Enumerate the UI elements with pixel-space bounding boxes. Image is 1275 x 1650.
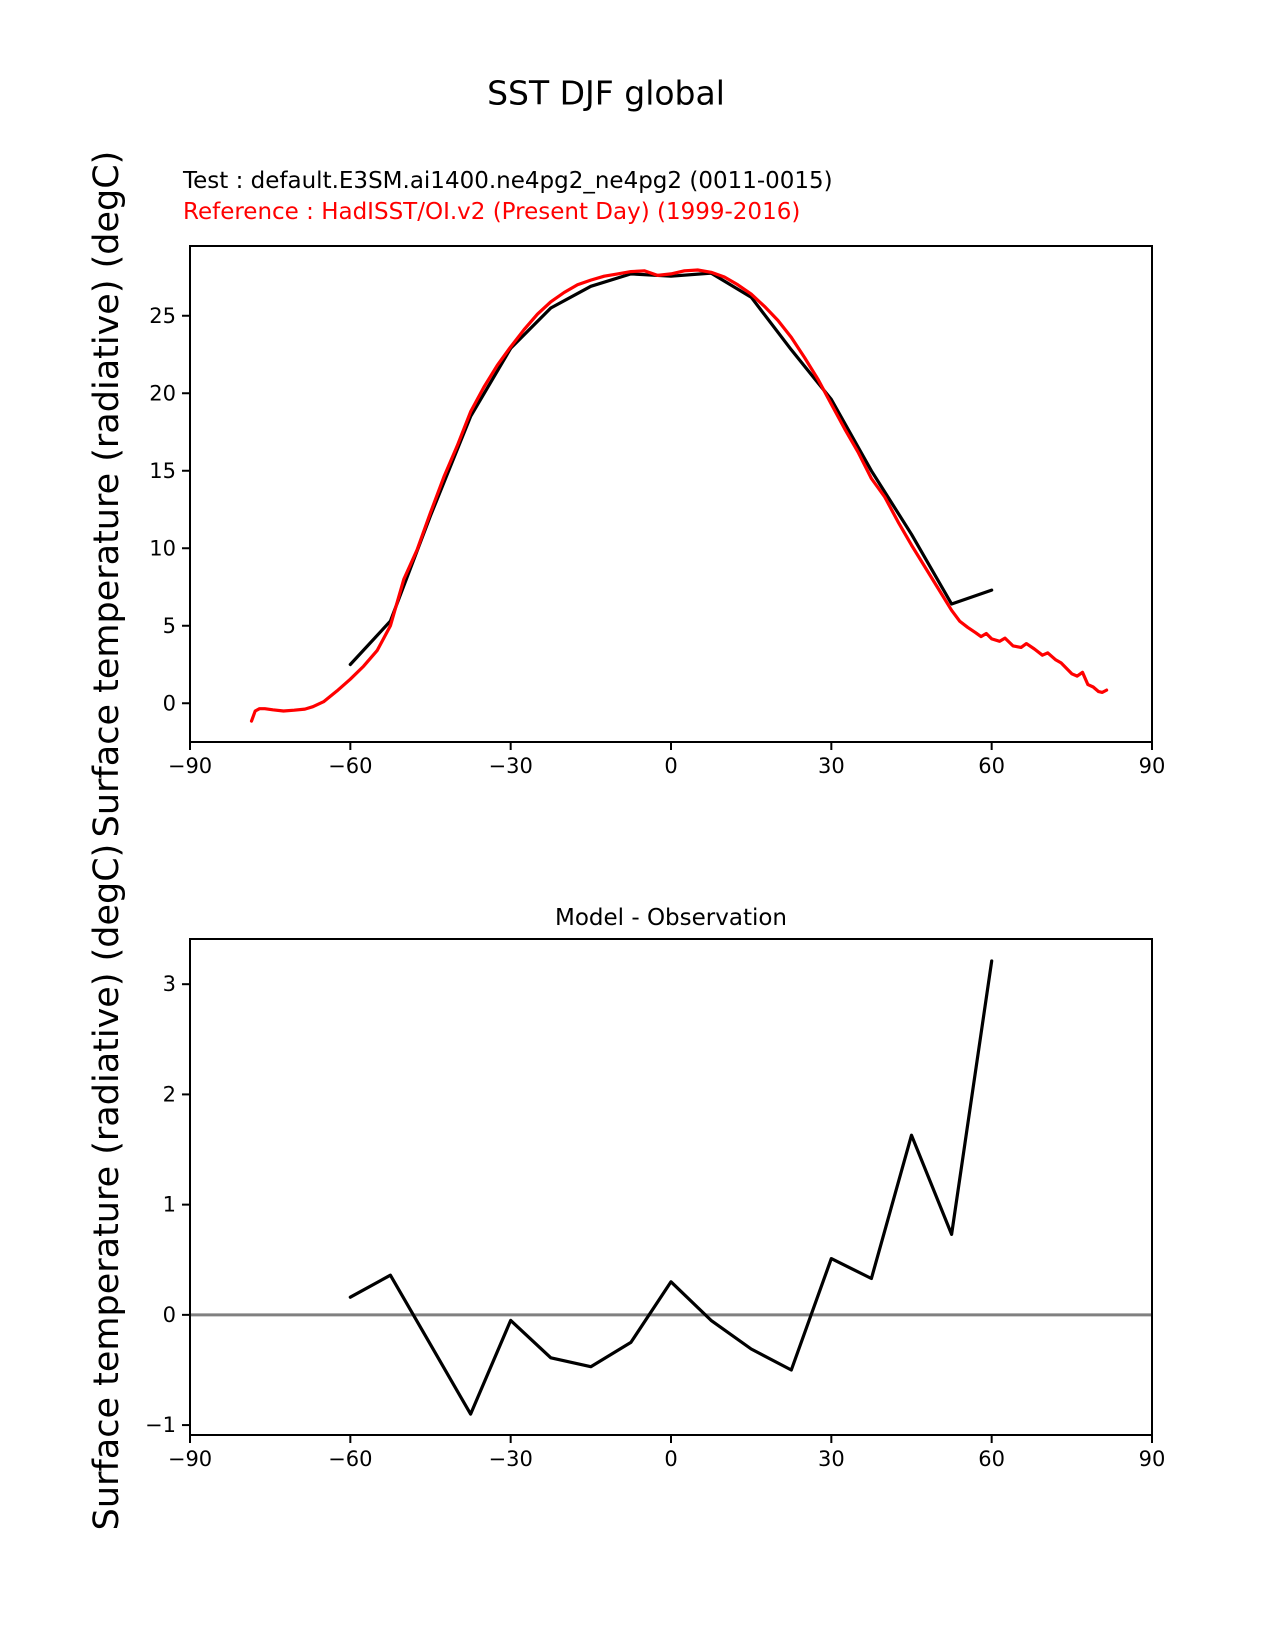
x-tick-label: −30 xyxy=(489,1447,533,1471)
bottom-chart: −90 −60 −30 0 30 60 90 −1 0 1 2 3 xyxy=(145,938,1165,1471)
legend-reference-label: Reference : HadISST/OI.v2 (Present Day) … xyxy=(183,199,801,225)
x-tick-label: 90 xyxy=(1139,754,1166,778)
top-y-axis-label: Surface temperature (radiative) (degC) xyxy=(87,150,127,838)
x-tick-label: −60 xyxy=(328,754,372,778)
x-tick-label: −60 xyxy=(328,1447,372,1471)
top-chart: −90 −60 −30 0 30 60 90 0 5 10 15 20 25 xyxy=(149,245,1165,778)
bottom-subplot-title: Model - Observation xyxy=(554,905,788,931)
x-tick-label: −90 xyxy=(168,754,212,778)
y-tick-label: 3 xyxy=(163,972,176,996)
y-tick-label: −1 xyxy=(145,1413,176,1437)
x-tick-label: 30 xyxy=(818,754,845,778)
x-tick-label: 0 xyxy=(664,1447,677,1471)
x-tick-label: 30 xyxy=(818,1447,845,1471)
axes-frame xyxy=(189,938,1153,1436)
y-tick-label: 2 xyxy=(163,1082,176,1106)
y-tick-label: 10 xyxy=(149,536,176,560)
difference-line xyxy=(348,959,994,1416)
y-tick-label: 5 xyxy=(163,614,176,638)
x-tick-label: 90 xyxy=(1139,1447,1166,1471)
axes-frame xyxy=(189,245,1153,743)
x-tick-label: 60 xyxy=(978,754,1005,778)
y-tick-label: 1 xyxy=(163,1193,176,1217)
y-tick-label: 25 xyxy=(149,304,176,328)
x-tick-label: −30 xyxy=(489,754,533,778)
legend-test-label: Test : default.E3SM.ai1400.ne4pg2_ne4pg2… xyxy=(183,168,833,194)
bottom-y-axis-label: Surface temperature (radiative) (degC) xyxy=(87,843,127,1531)
x-tick-label: −90 xyxy=(168,1447,212,1471)
figure-title: SST DJF global xyxy=(487,73,725,113)
y-tick-label: 0 xyxy=(163,691,176,715)
x-tick-label: 0 xyxy=(664,754,677,778)
x-tick-label: 60 xyxy=(978,1447,1005,1471)
reference-line xyxy=(249,268,1109,723)
y-tick-label: 20 xyxy=(149,381,176,405)
y-tick-label: 0 xyxy=(163,1303,176,1327)
y-tick-label: 15 xyxy=(149,459,176,483)
